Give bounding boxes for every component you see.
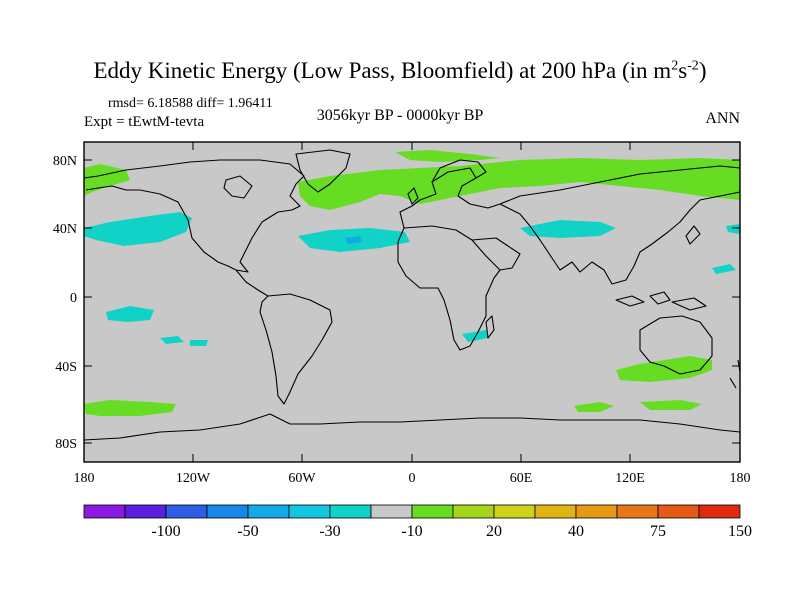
lon-label-60w: 60W — [288, 471, 316, 486]
lat-label-40s: 40S — [55, 360, 77, 375]
southeast-pacific-neg-a — [160, 336, 184, 344]
north-atlantic-neg-core — [345, 236, 362, 244]
southern-ocean-east-a — [574, 402, 614, 412]
northern-pacific-band — [395, 150, 500, 162]
west-pacific-neg — [520, 220, 616, 238]
tropical-east-pacific-neg — [106, 306, 154, 322]
coast-north-america — [83, 159, 305, 273]
coast-antarctica — [83, 413, 741, 441]
title-end: ) — [698, 58, 707, 83]
coast-japan — [685, 225, 701, 245]
diff-value: 1.96411 — [227, 96, 273, 111]
colorbar-swatch-14 — [657, 504, 700, 519]
title-sup-2: -2 — [687, 58, 699, 74]
coast-arabia — [471, 237, 521, 271]
north-pacific-neg — [84, 212, 192, 246]
colorbar-label-4: 20 — [486, 523, 502, 540]
coast-uk — [407, 187, 419, 205]
lon-ticks — [83, 142, 741, 462]
lon-labels: 180 120W 60W 0 60E 120E 180 — [74, 471, 751, 486]
season-label: ANN — [705, 110, 740, 127]
rmsd-label: rmsd= — [108, 96, 144, 111]
colorbar — [83, 504, 741, 519]
colorbar-swatch-2 — [165, 504, 208, 519]
southern-ocean-east-b — [640, 400, 702, 410]
colorbar-label-1: -50 — [237, 523, 258, 540]
coast-madagascar — [485, 315, 495, 339]
colorbar-swatch-9 — [452, 504, 495, 519]
tasman-neg — [726, 224, 740, 234]
coast-south-america — [259, 293, 333, 405]
coast-hudson-bay — [223, 175, 253, 199]
coast-scandinavia — [431, 159, 487, 183]
lon-label-180e: 180 — [730, 471, 751, 486]
lat-label-80s: 80S — [55, 437, 77, 452]
coast-australia — [639, 315, 713, 375]
lon-label-0: 0 — [409, 471, 416, 486]
lon-label-180w: 180 — [74, 471, 95, 486]
colorbar-swatch-0 — [83, 504, 126, 519]
colorbar-swatch-12 — [575, 504, 618, 519]
lat-label-80n: 80N — [53, 154, 77, 169]
experiment-label: Expt = tEwtM-tevta — [84, 114, 205, 130]
lon-label-60e: 60E — [510, 471, 533, 486]
title-mid: s — [678, 58, 688, 83]
diff-label: diff= — [196, 96, 225, 111]
colorbar-label-7: 150 — [728, 523, 752, 540]
coast-africa — [397, 225, 501, 351]
colorbar-swatch-5 — [288, 504, 331, 519]
lon-label-120e: 120E — [615, 471, 645, 486]
colorbar-swatch-4 — [247, 504, 290, 519]
southeast-pacific-neg-b — [190, 340, 208, 346]
kuroshio-neg — [712, 264, 736, 274]
arctic-band-north-atlantic — [298, 158, 740, 210]
coast-indonesia — [615, 291, 707, 311]
colorbar-swatch-13 — [616, 504, 659, 519]
colorbar-labels: -100 -50 -30 -10 20 40 75 150 — [151, 523, 752, 540]
colorbar-label-5: 40 — [568, 523, 584, 540]
colorbar-label-0: -100 — [151, 523, 180, 540]
lat-label-40n: 40N — [53, 222, 77, 237]
chart-title: Eddy Kinetic Energy (Low Pass, Bloomfiel… — [0, 58, 800, 84]
colorbar-swatch-3 — [206, 504, 249, 519]
lat-label-0: 0 — [70, 291, 77, 306]
colorbar-label-3: -10 — [401, 523, 422, 540]
coast-central-america — [235, 269, 269, 297]
title-sup-1: 2 — [671, 58, 679, 74]
title-main: Eddy Kinetic Energy (Low Pass, Bloomfiel… — [93, 58, 672, 83]
rmsd-value: 6.18588 — [147, 96, 193, 111]
mozambique-neg — [462, 330, 488, 342]
lat-ticks — [84, 159, 740, 444]
southern-indian-band — [616, 356, 712, 382]
colorbar-swatch-10 — [493, 504, 536, 519]
colorbar-swatch-6 — [329, 504, 372, 519]
stats-line: rmsd= 6.18588 diff= 1.96411 — [108, 96, 273, 112]
southern-ocean-west — [84, 400, 176, 416]
colorbar-swatch-1 — [124, 504, 167, 519]
coastlines — [83, 149, 741, 441]
coast-europe — [399, 167, 501, 229]
positive-anomaly-regions — [84, 150, 740, 416]
lon-label-120w: 120W — [176, 471, 211, 486]
colorbar-swatch-7 — [370, 504, 413, 519]
colorbar-label-2: -30 — [319, 523, 340, 540]
lat-labels: 80N 40N 0 40S 80S — [53, 154, 77, 452]
colorbar-swatch-11 — [534, 504, 577, 519]
colorbar-label-6: 75 — [650, 523, 666, 540]
colorbar-swatch-15 — [698, 504, 741, 519]
colorbar-swatch-8 — [411, 504, 454, 519]
coast-asia — [499, 165, 741, 285]
period-label: 3056kyr BP - 0000kyr BP — [316, 107, 484, 124]
coast-greenland — [295, 149, 351, 193]
